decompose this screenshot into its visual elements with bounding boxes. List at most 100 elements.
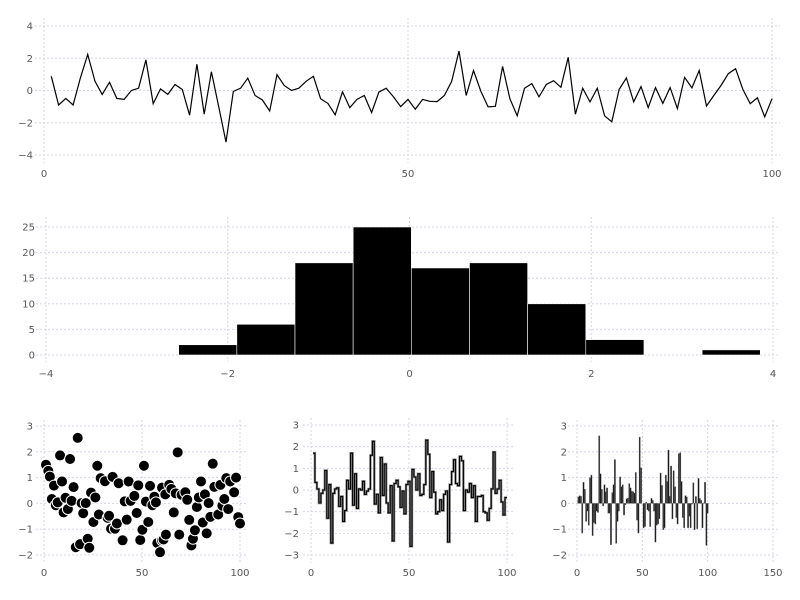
bar bbox=[634, 472, 637, 504]
bar bbox=[670, 465, 672, 504]
y-tick-label: 2 bbox=[561, 447, 567, 458]
scatter-point bbox=[206, 457, 219, 470]
scatter-point bbox=[154, 546, 167, 559]
scatter-point bbox=[228, 486, 241, 499]
bar bbox=[661, 485, 663, 504]
histogram-bar bbox=[585, 339, 645, 356]
scatter-point bbox=[171, 446, 184, 459]
y-tick-label: 1 bbox=[293, 464, 299, 475]
bar bbox=[585, 503, 588, 522]
scatter-point bbox=[142, 515, 155, 528]
scatter-point bbox=[83, 541, 96, 554]
bar bbox=[692, 482, 695, 504]
x-tick-label: −4 bbox=[39, 369, 54, 380]
scatter-point bbox=[112, 477, 125, 490]
scatter-point bbox=[167, 506, 180, 519]
x-tick-label: 50 bbox=[636, 568, 649, 579]
y-tick-label: −1 bbox=[284, 507, 299, 518]
scatter-point bbox=[67, 481, 80, 494]
scatter-point bbox=[116, 534, 129, 547]
bar bbox=[685, 496, 688, 504]
y-tick-label: 0 bbox=[27, 499, 33, 510]
x-tick-label: 150 bbox=[763, 568, 782, 579]
y-tick-label: 25 bbox=[22, 223, 35, 234]
scatter-point bbox=[130, 506, 143, 519]
scatter-point bbox=[173, 528, 186, 541]
histogram-bar bbox=[294, 262, 354, 356]
y-tick-label: 3 bbox=[293, 421, 299, 432]
scatter-point bbox=[218, 493, 231, 506]
x-tick-label: 2 bbox=[588, 369, 594, 380]
bar bbox=[590, 474, 593, 504]
bar bbox=[701, 503, 704, 529]
bar bbox=[617, 503, 620, 512]
y-tick-label: 0 bbox=[293, 486, 299, 497]
bar bbox=[663, 503, 666, 529]
x-tick-label: 50 bbox=[402, 169, 415, 180]
scatter-point bbox=[202, 497, 215, 510]
y-tick-label: 3 bbox=[27, 422, 33, 433]
x-tick-label: 0 bbox=[574, 568, 580, 579]
y-tick-label: −4 bbox=[18, 151, 33, 162]
y-tick-label: 0 bbox=[561, 499, 567, 510]
y-tick-label: −2 bbox=[18, 551, 33, 562]
step-line bbox=[313, 439, 507, 547]
scatter-point bbox=[222, 503, 235, 516]
histogram-bar bbox=[352, 226, 412, 356]
x-tick-label: 50 bbox=[136, 568, 149, 579]
scatter-point bbox=[132, 479, 145, 492]
bar bbox=[693, 503, 696, 530]
scatter-point bbox=[144, 479, 157, 492]
y-tick-label: 4 bbox=[27, 22, 33, 33]
scatter-point bbox=[54, 449, 67, 462]
x-tick-label: 100 bbox=[762, 169, 781, 180]
y-tick-label: −1 bbox=[18, 525, 33, 536]
bar bbox=[679, 452, 682, 504]
y-tick-label: 0 bbox=[27, 86, 33, 97]
y-tick-label: 2 bbox=[27, 447, 33, 458]
histogram-bar bbox=[701, 349, 761, 356]
y-tick-label: 1 bbox=[561, 473, 567, 484]
scatter-point bbox=[188, 524, 201, 537]
y-tick-label: 0 bbox=[29, 351, 35, 362]
bar bbox=[597, 503, 599, 513]
bar bbox=[615, 503, 618, 544]
bar bbox=[700, 500, 702, 504]
scatter-point bbox=[181, 493, 194, 506]
bar bbox=[683, 503, 686, 529]
x-tick-label: 100 bbox=[497, 568, 516, 579]
x-tick-label: 0 bbox=[41, 568, 47, 579]
histogram-bar bbox=[236, 323, 296, 356]
x-tick-label: 0 bbox=[308, 568, 314, 579]
bar bbox=[706, 503, 709, 514]
histogram-bar bbox=[411, 267, 470, 356]
x-tick-label: 0 bbox=[406, 369, 412, 380]
y-tick-label: 5 bbox=[29, 325, 35, 336]
scatter-point bbox=[134, 534, 147, 547]
scatter-point bbox=[120, 513, 133, 526]
bar bbox=[606, 487, 608, 504]
bar bbox=[602, 503, 604, 507]
histogram-bar bbox=[527, 303, 587, 356]
bar bbox=[621, 484, 624, 504]
bar bbox=[704, 482, 706, 504]
bar bbox=[637, 503, 640, 534]
scatter-point bbox=[56, 475, 69, 488]
subplot-hist: 0 5 10 15 20 25 −4 −2 0 2 4 bbox=[22, 217, 780, 380]
subplot-bars: −2 −1 0 1 2 3 0 50 100 150 bbox=[552, 420, 783, 579]
y-tick-label: 10 bbox=[22, 299, 35, 310]
bar bbox=[610, 503, 612, 545]
bar bbox=[695, 496, 697, 504]
scatter-point bbox=[77, 507, 90, 520]
bar bbox=[658, 503, 661, 520]
bar bbox=[651, 500, 654, 504]
bar bbox=[587, 503, 590, 526]
bar bbox=[649, 503, 652, 527]
bar bbox=[640, 467, 642, 504]
bar bbox=[623, 503, 625, 516]
scatter-point bbox=[230, 471, 243, 484]
scatter-point bbox=[65, 494, 78, 507]
histogram-bar bbox=[178, 344, 238, 356]
histogram-bar bbox=[469, 262, 528, 356]
